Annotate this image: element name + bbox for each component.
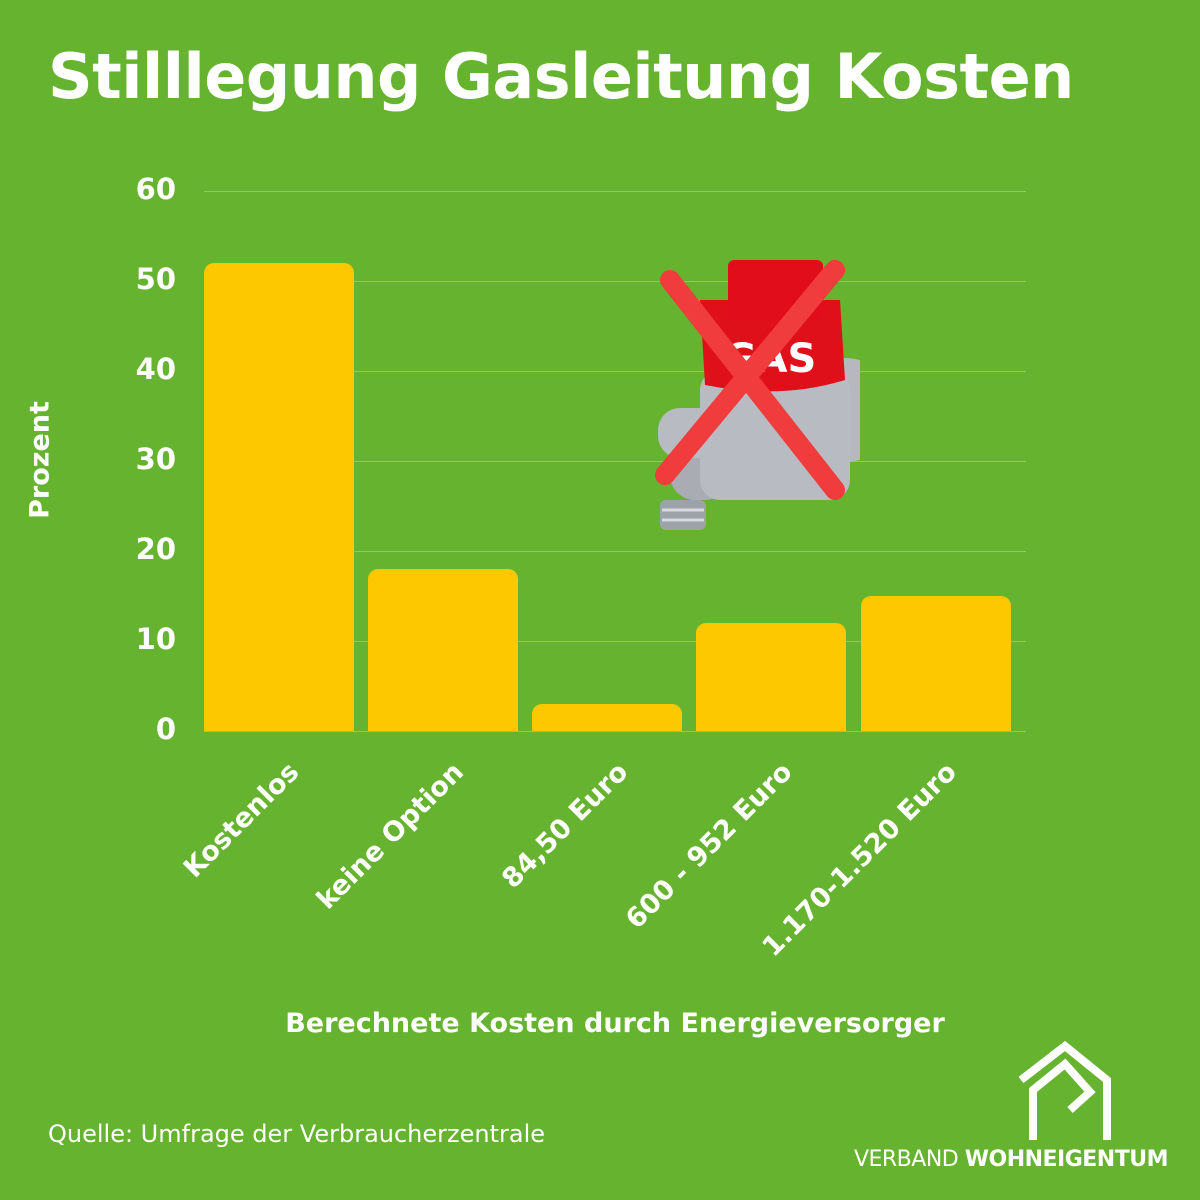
bar (367, 569, 518, 731)
x-tick-label: 84,50 Euro (495, 756, 634, 895)
gridline (204, 191, 1026, 192)
plot-area (204, 191, 1026, 732)
bar (532, 704, 682, 731)
bar (696, 623, 847, 731)
source-note: Quelle: Umfrage der Verbraucherzentrale (48, 1120, 546, 1148)
y-axis-label: Prozent (24, 401, 56, 519)
brand-logo-text: VERBAND WOHNEIGENTUM (853, 1147, 1169, 1172)
bar (860, 596, 1011, 731)
bar (204, 263, 354, 731)
gridline (204, 731, 1026, 732)
y-tick-label: 10 (135, 622, 176, 656)
x-tick-label: keine Option (310, 756, 470, 916)
x-axis-label: Berechnete Kosten durch Energieversorger (285, 1008, 945, 1039)
gridline (204, 551, 1026, 552)
x-tick-label: Kostenlos (177, 756, 306, 885)
gridline (204, 461, 1026, 462)
gridline (204, 641, 1026, 642)
y-tick-label: 20 (135, 532, 176, 566)
y-tick-label: 40 (135, 352, 176, 386)
y-tick-label: 60 (135, 172, 176, 206)
gridline (204, 281, 1026, 282)
gas-valve-crossed-icon: GAS (655, 260, 860, 530)
y-tick-label: 50 (135, 262, 176, 296)
house-icon (1018, 1040, 1111, 1140)
gridline (204, 371, 1026, 372)
y-tick-label: 0 (155, 712, 176, 746)
chart-title: Stilllegung Gasleitung Kosten (48, 40, 1074, 113)
x-tick-label: 600 - 952 Euro (619, 756, 799, 936)
y-tick-label: 30 (135, 442, 176, 476)
